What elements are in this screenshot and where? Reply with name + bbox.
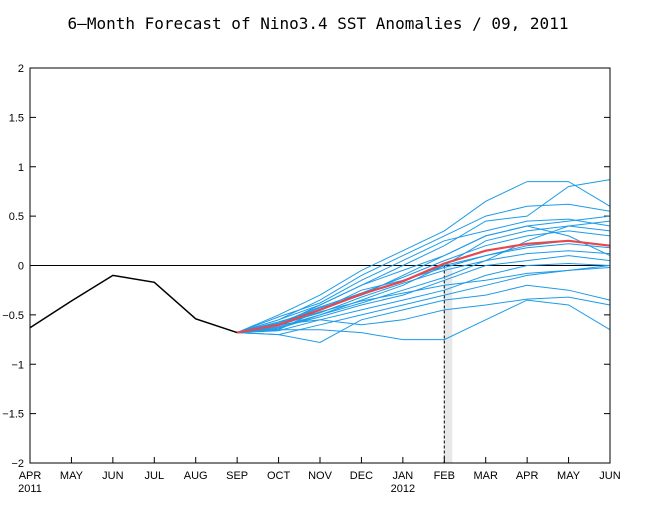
plot-frame (29, 67, 611, 464)
y-tick-label: 1 (18, 162, 24, 174)
x-tick-label: MAY (60, 470, 84, 482)
y-tick-label: 0.5 (9, 211, 24, 223)
x-axis: APR MAY JUN JUL AUG SEP OCT NOV DEC JAN FEB MAR APR M… (18, 457, 621, 495)
y-tick-label: 1.5 (9, 112, 24, 124)
ensemble-member-line (236, 181, 611, 334)
x-tick-label: FEB (434, 470, 455, 482)
x-tick-label: SEP (226, 470, 248, 482)
x-tick-label: OCT (267, 470, 291, 482)
x-tick-label: APR (19, 470, 42, 482)
y-tick-label: −2 (11, 458, 24, 470)
ensemble-member-line (237, 262, 611, 334)
ensemble-members (236, 179, 611, 344)
x-year-label: 2011 (18, 483, 42, 495)
y-tick-label: −0.5 (2, 310, 24, 322)
observed-series-line (29, 274, 238, 334)
ensemble-member-line (237, 215, 611, 334)
x-tick-label: JUN (102, 470, 123, 482)
x-tick-label: MAR (473, 470, 498, 482)
x-tick-label: DEC (350, 470, 373, 482)
x-tick-label: NOV (308, 470, 333, 482)
x-tick-label: JUL (145, 470, 165, 482)
x-tick-label: APR (516, 470, 539, 482)
forecast-shade (444, 265, 453, 463)
y-tick-label: 2 (18, 63, 24, 75)
x-tick-label: JAN (392, 470, 413, 482)
ensemble-member-line (237, 299, 611, 341)
ensemble-member-line (236, 225, 611, 334)
ensemble-member-line (236, 218, 611, 334)
y-tick-label: 0 (18, 261, 24, 273)
y-axis: −2 −1.5 −1 −0.5 0 0.5 1 1.5 2 (2, 63, 610, 470)
ensemble-mean-line (236, 239, 611, 334)
ensemble-member-line (237, 284, 611, 344)
ensemble-member-line (236, 243, 611, 334)
x-year-label: 2012 (391, 483, 415, 495)
ensemble-member-line (237, 179, 611, 334)
y-tick-label: −1 (11, 359, 24, 371)
x-tick-label: JUN (599, 470, 620, 482)
y-tick-label: −1.5 (2, 409, 24, 421)
x-tick-label: MAY (557, 470, 581, 482)
ensemble-member-line (237, 267, 611, 334)
ensemble-member-line (236, 203, 611, 334)
chart-title: 6–Month Forecast of Nino3.4 SST Anomalie… (68, 14, 569, 33)
x-tick-label: AUG (184, 470, 208, 482)
ensemble-member-line (237, 220, 611, 334)
